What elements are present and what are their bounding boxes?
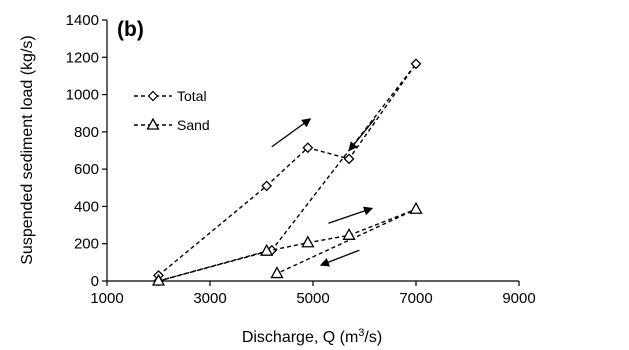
legend-label-total: Total <box>177 88 207 104</box>
series-line-sand <box>158 208 417 282</box>
legend-marker-total <box>147 90 159 102</box>
direction-arrow <box>348 118 376 152</box>
y-tick-label: 600 <box>74 161 99 178</box>
x-tick-label: 1000 <box>90 290 123 307</box>
x-tick-label: 9000 <box>502 290 535 307</box>
x-tick-label: 3000 <box>193 290 226 307</box>
data-point-sand <box>151 273 166 286</box>
y-tick-label: 200 <box>74 236 99 253</box>
annotation-layer <box>271 118 376 267</box>
y-tick-label: 1200 <box>66 49 99 66</box>
direction-arrow <box>271 118 312 148</box>
data-point-sand <box>409 201 423 214</box>
x-ticks: 1000 3000 5000 7000 9000 <box>90 281 536 307</box>
data-point-sand <box>260 243 274 256</box>
direction-arrow <box>328 206 374 224</box>
legend: Total Sand <box>134 88 210 133</box>
y-tick-label: 0 <box>91 273 99 290</box>
data-point-sand <box>342 227 356 240</box>
legend-marker-sand <box>146 117 160 130</box>
panel-label: (b) <box>117 18 144 41</box>
data-point-total <box>410 58 422 70</box>
data-point-sand <box>270 266 284 279</box>
y-tick-label: 1400 <box>66 12 99 29</box>
y-tick-label: 400 <box>74 198 99 215</box>
y-tick-label: 1000 <box>66 87 99 104</box>
x-tick-label: 5000 <box>296 290 329 307</box>
data-point-total <box>343 153 355 165</box>
y-tick-label: 800 <box>74 124 99 141</box>
legend-label-sand: Sand <box>177 117 210 133</box>
y-axis-label: Suspended sediment load (kg/s) <box>19 35 36 264</box>
x-axis-label: Discharge, Q (m3/s) <box>242 327 382 346</box>
data-point-total <box>302 142 314 154</box>
direction-arrow <box>319 249 360 267</box>
x-tick-label: 7000 <box>399 290 432 307</box>
axes <box>106 20 519 282</box>
series-layer <box>151 58 423 287</box>
data-point-sand <box>301 235 315 248</box>
y-ticks: 0 200 400 600 800 1000 1200 1400 <box>66 12 107 290</box>
data-point-total <box>261 180 273 192</box>
